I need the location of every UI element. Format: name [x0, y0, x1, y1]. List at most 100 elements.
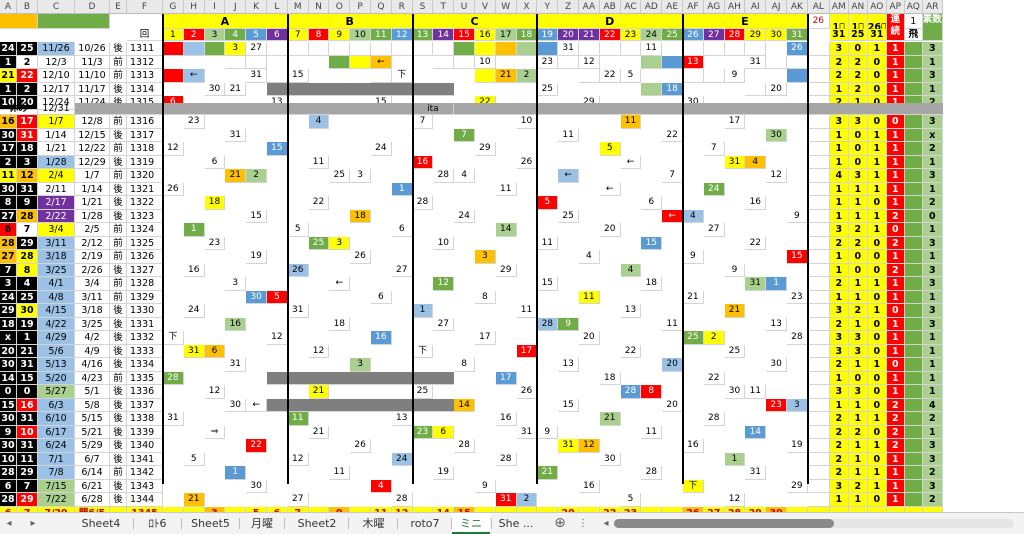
number-cell: 5 [267, 290, 288, 304]
column-header[interactable]: F [127, 0, 163, 14]
number-cell [766, 55, 787, 69]
column-header[interactable]: AB [599, 0, 621, 14]
column-header[interactable]: AP [886, 0, 905, 14]
cell-d-date: 2/5 [75, 223, 110, 237]
last-c: 7/29 [38, 506, 75, 512]
column-header[interactable]: P [350, 0, 371, 14]
cell-round: 1322 [127, 196, 163, 210]
tab-prev-icon[interactable]: ◂ [6, 518, 12, 529]
column-header[interactable]: AI [745, 0, 767, 14]
sheet-tab[interactable]: Sheet5 [191, 517, 230, 530]
number-cell: ← [620, 155, 642, 169]
column-header[interactable]: K [246, 0, 267, 14]
sheet-tab[interactable]: 木曜 [362, 517, 385, 530]
number-cell: 11 [537, 236, 559, 250]
column-header[interactable]: M [287, 0, 309, 14]
add-sheet-icon[interactable]: ⊕ [554, 515, 566, 531]
cell-al [807, 223, 830, 237]
sheet-tab[interactable]: 月曜 [251, 517, 273, 530]
rest-date: 12/31 [38, 103, 75, 115]
column-header[interactable]: AM [829, 0, 849, 14]
number-cell: 11 [620, 115, 642, 129]
column-header[interactable]: C [38, 0, 75, 14]
column-header[interactable]: O [329, 0, 351, 14]
column-header[interactable]: AD [641, 0, 663, 14]
column-header[interactable]: AH [724, 0, 746, 14]
column-header[interactable]: S [412, 0, 434, 14]
tab-separator [181, 518, 182, 529]
column-header[interactable]: N [308, 0, 330, 14]
number-header: 17 [495, 29, 517, 41]
number-cell: 26 [516, 385, 538, 399]
cell-ar: 3 [922, 236, 943, 250]
cell-round: 1325 [127, 236, 163, 250]
column-header[interactable]: AO [867, 0, 887, 14]
cell-b: 25 [17, 290, 38, 304]
column-header[interactable]: U [454, 0, 475, 14]
column-header[interactable]: AK [787, 0, 808, 14]
cell-al [807, 263, 830, 277]
number-cell: 18 [599, 371, 621, 385]
column-header[interactable]: I [204, 0, 226, 14]
column-header[interactable]: A [0, 0, 17, 14]
column-header[interactable]: AL [807, 0, 830, 14]
column-header[interactable]: L [267, 0, 288, 14]
column-header[interactable]: AN [848, 0, 868, 14]
number-cell: 5 [537, 196, 559, 210]
column-header[interactable]: B [17, 0, 38, 14]
column-header[interactable]: AJ [766, 0, 787, 14]
number-cell [267, 69, 288, 83]
number-cell: 23 [412, 425, 434, 439]
column-header[interactable]: AG [703, 0, 725, 14]
sheet-tab[interactable]: Sheet2 [297, 517, 337, 530]
cell-a: 30 [0, 439, 17, 453]
number-cell: 31 [163, 412, 184, 426]
tab-next-icon[interactable]: ▸ [30, 518, 36, 529]
column-header[interactable]: AC [620, 0, 642, 14]
round-label: 回 [127, 29, 163, 41]
scrollbar-thumb[interactable] [614, 519, 834, 528]
cell-aq [904, 69, 923, 83]
column-header[interactable]: W [495, 0, 517, 14]
column-header[interactable]: AQ [904, 0, 923, 14]
column-header[interactable]: H [183, 0, 205, 14]
column-header[interactable]: V [475, 0, 496, 14]
spreadsheet-grid[interactable]: A B C D E F G H I J K L M N O P Q R S T U V W X Y Z AA AB AC AD AE AF AG… [0, 0, 1024, 512]
column-header[interactable]: Q [371, 0, 392, 14]
sheet-tab[interactable]: Sheet4 [81, 517, 121, 530]
cell-an: 0 [848, 42, 868, 56]
cell-round: 1340 [127, 439, 163, 453]
column-header[interactable]: X [516, 0, 538, 14]
cell-ao: 1 [867, 479, 887, 493]
cell-an: 1 [848, 358, 868, 372]
cell-ao: 0 [867, 196, 887, 210]
column-header[interactable]: J [225, 0, 247, 14]
column-header[interactable]: Y [537, 0, 559, 14]
column-header[interactable]: AR [922, 0, 943, 14]
horizontal-scrollbar[interactable] [614, 519, 1014, 528]
column-header[interactable]: AF [683, 0, 704, 14]
number-cell: 6 [204, 155, 226, 169]
column-header[interactable]: AA [579, 0, 600, 14]
cell-an: 3 [848, 344, 868, 358]
column-header[interactable]: D [75, 0, 110, 14]
last-fill [475, 506, 496, 512]
number-header: 22 [599, 29, 621, 41]
column-header[interactable]: AE [662, 0, 683, 14]
cell-an: 0 [848, 155, 868, 169]
column-header[interactable]: G [163, 0, 184, 14]
column-header[interactable]: T [433, 0, 455, 14]
sheet-tab[interactable]: ﾛﾄ6 [148, 517, 167, 530]
sheet-tab[interactable]: roto7 [410, 517, 440, 530]
column-header[interactable]: Z [558, 0, 579, 14]
more-options-icon[interactable]: ⋮ [578, 518, 588, 529]
number-cell: 3 [475, 250, 496, 264]
number-cell: 21 [537, 466, 559, 480]
cell-e: 前 [110, 466, 127, 480]
sheet-tab[interactable]: She ... [498, 517, 534, 530]
cell-am: 1 [829, 398, 849, 412]
sheet-tab[interactable]: ミニ [452, 513, 490, 534]
scroll-left-icon[interactable]: ◂ [603, 518, 609, 529]
column-header[interactable]: R [391, 0, 413, 14]
column-header[interactable]: E [110, 0, 127, 14]
